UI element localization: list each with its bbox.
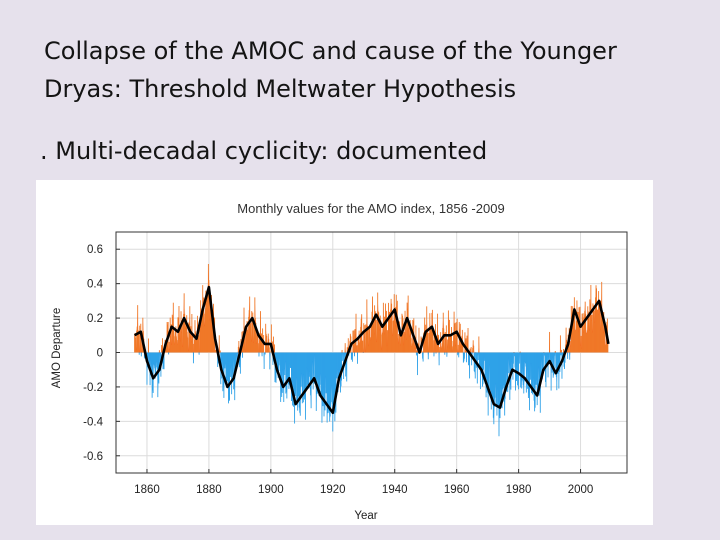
bullet-text: . Multi-decadal cyclicity: documented [40,137,488,165]
x-tick-label-1960: 1960 [444,484,470,496]
x-tick-label-1880: 1880 [196,484,222,496]
x-tick-label-1860: 1860 [134,484,160,496]
y-tick-label-6: -0.6 [83,451,103,463]
slide-title-line-2: Dryas: Threshold Meltwater Hypothesis [44,75,517,103]
y-tick-label-3: 0 [97,348,103,360]
smoothed-line [133,285,610,414]
slide-title-line-1: Collapse of the AMOC and cause of the Yo… [44,37,617,65]
x-tick-label-1940: 1940 [382,484,408,496]
slide-title: Collapse of the AMOC and cause of the Yo… [44,32,704,108]
x-tick-label-1900: 1900 [258,484,284,496]
y-tick-label-4: -0.2 [83,382,103,394]
x-tick-label-1920: 1920 [320,484,346,496]
amo-chart-svg: Monthly values for the AMO index, 1856 -… [51,201,628,522]
amo-chart: Monthly values for the AMO index, 1856 -… [36,180,653,525]
x-tick-labels: 1860 1880 1900 1920 1940 1960 1980 2000 [134,469,593,496]
x-tick-label-2000: 2000 [568,484,594,496]
y-tick-label-5: -0.4 [83,416,103,428]
x-axis-label: Year [354,510,377,522]
y-axis-label: AMO Departure [51,308,63,389]
y-tick-label-2: 0.2 [87,313,103,325]
y-tick-labels: 0.6 0.4 0.2 0 -0.2 -0.4 -0.6 [83,244,120,463]
x-tick-label-1980: 1980 [506,484,532,496]
smoothed-series [133,285,610,414]
y-tick-label-1: 0.4 [87,279,104,291]
chart-title: Monthly values for the AMO index, 1856 -… [237,201,504,216]
monthly-series [134,263,609,437]
y-tick-label-0: 0.6 [87,244,103,256]
